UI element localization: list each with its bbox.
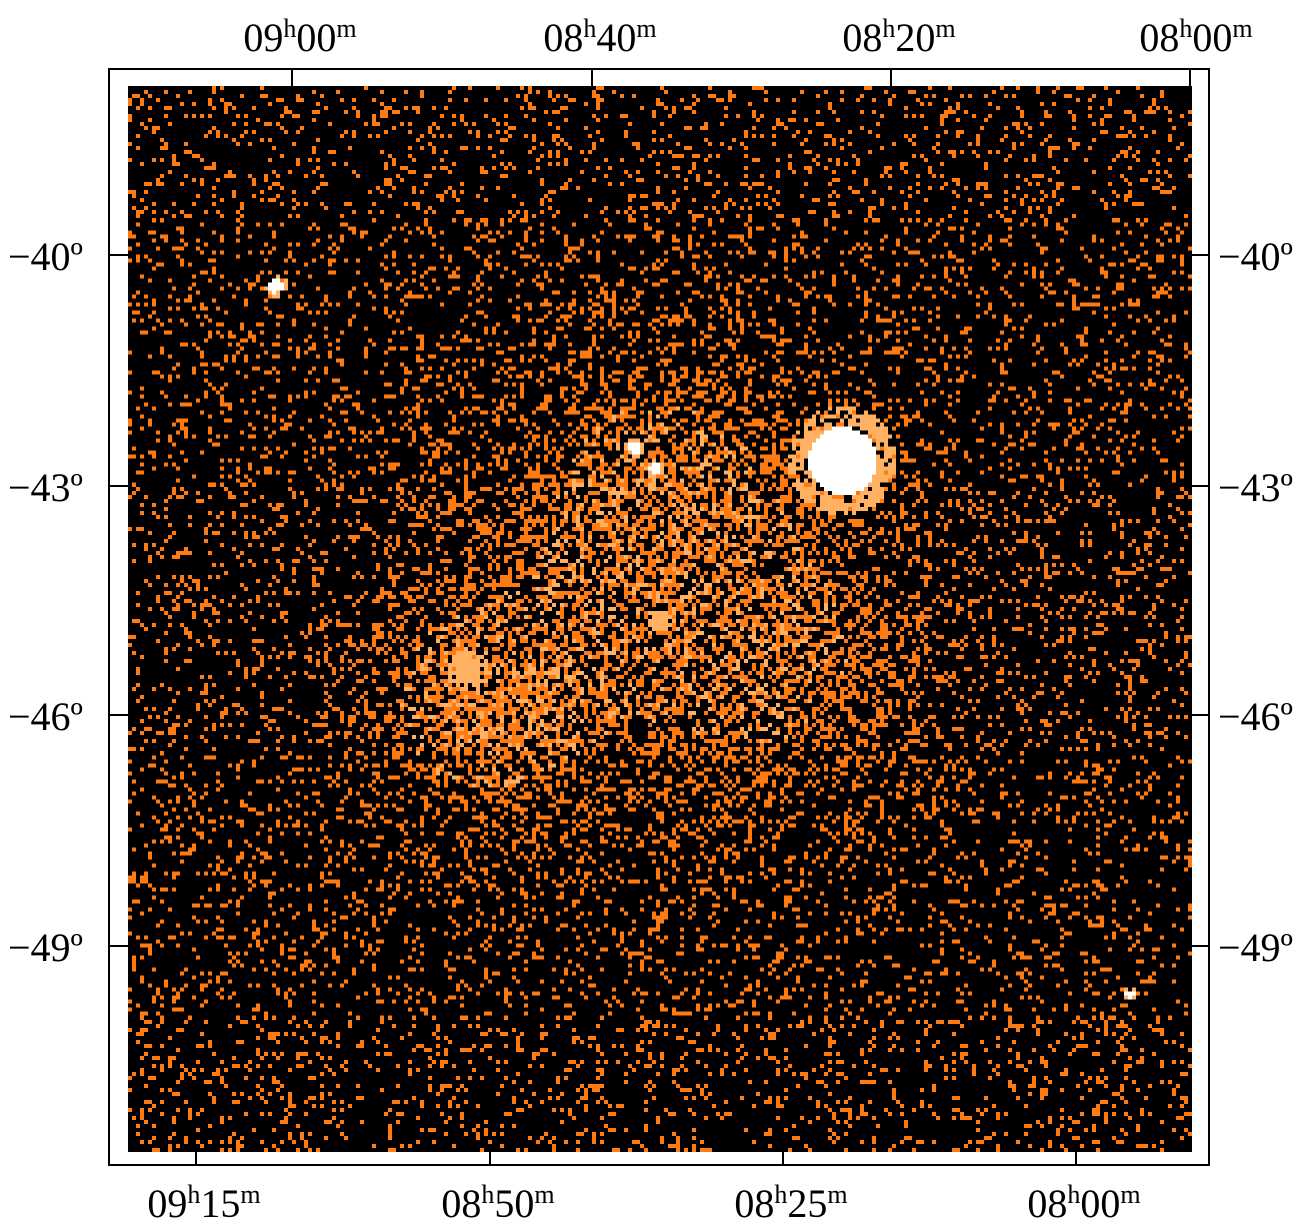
right-dec-label-4: −49º bbox=[1218, 925, 1293, 970]
left-dec-label-1: −40º bbox=[8, 234, 83, 279]
xray-sky-image bbox=[128, 86, 1192, 1152]
top-ra-label-2: 08h40m bbox=[543, 14, 657, 60]
right-dec-label-1: −40º bbox=[1218, 234, 1293, 279]
bottom-ra-label-4: 08h00m bbox=[1027, 1180, 1141, 1226]
right-dec-label-3: −46º bbox=[1218, 694, 1293, 739]
left-dec-label-4: −49º bbox=[8, 925, 83, 970]
bottom-ra-label-3: 08h25m bbox=[734, 1180, 848, 1226]
top-ra-label-4: 08h00m bbox=[1139, 14, 1253, 60]
top-ra-label-1: 09h00m bbox=[243, 14, 357, 60]
bottom-ra-label-2: 08h50m bbox=[441, 1180, 555, 1226]
left-dec-label-2: −43º bbox=[8, 465, 83, 510]
top-ra-label-3: 08h20m bbox=[842, 14, 956, 60]
left-dec-label-3: −46º bbox=[8, 694, 83, 739]
right-dec-label-2: −43º bbox=[1218, 465, 1293, 510]
bottom-ra-label-1: 09h15m bbox=[147, 1180, 261, 1226]
